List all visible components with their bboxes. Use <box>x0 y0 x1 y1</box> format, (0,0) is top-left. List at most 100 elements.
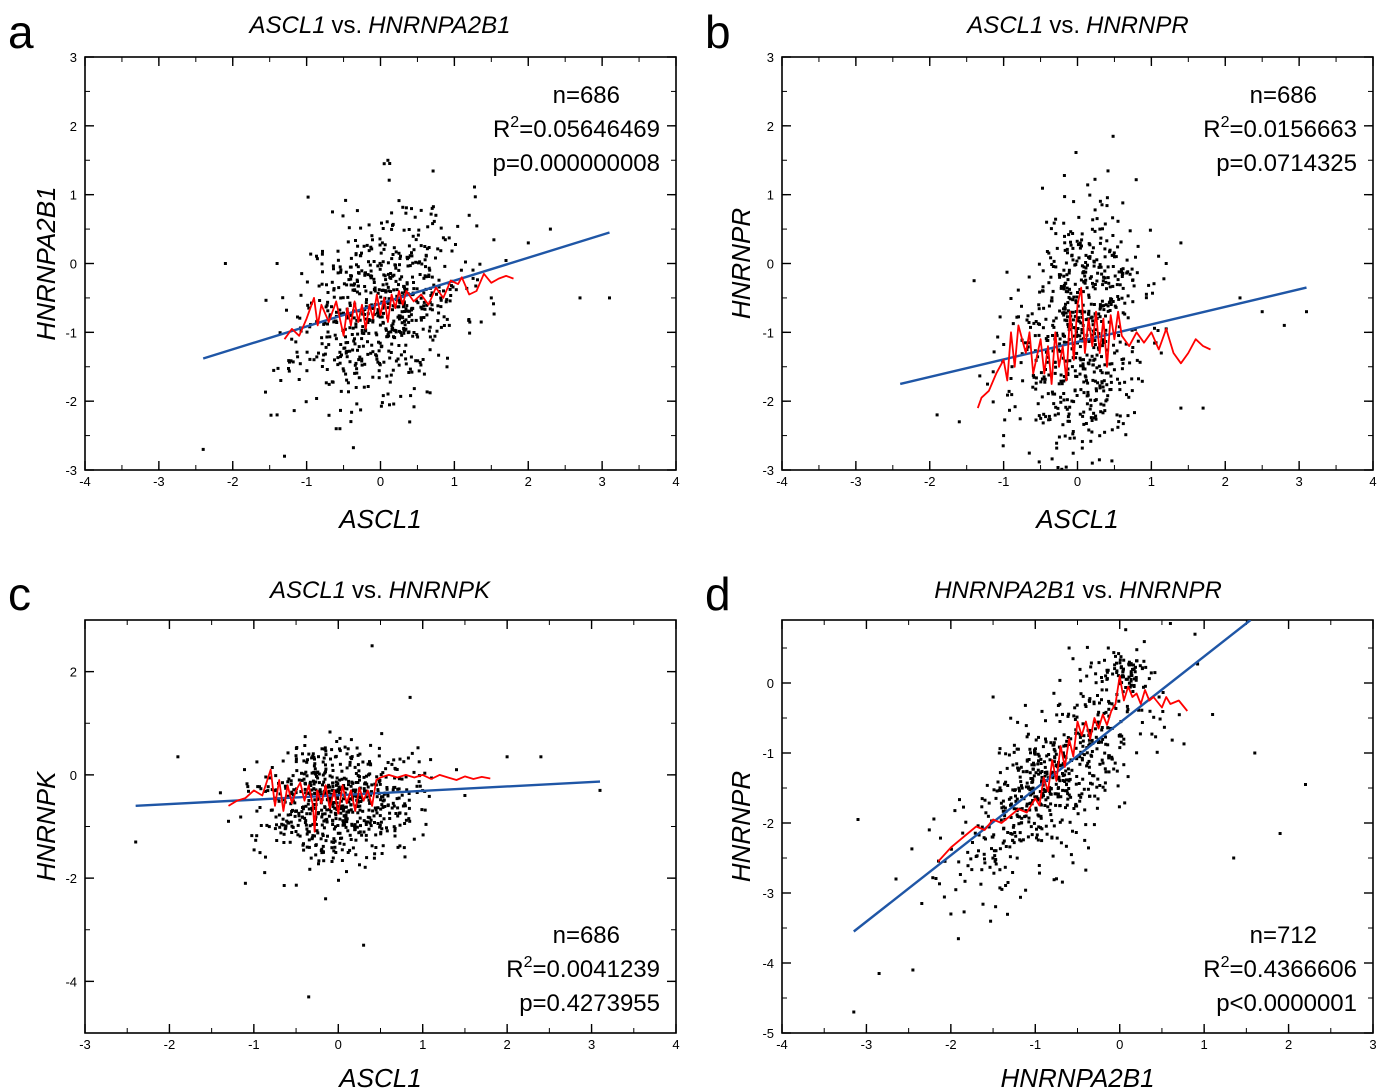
data-point <box>323 812 327 816</box>
data-point <box>377 288 381 292</box>
data-point <box>1078 309 1082 313</box>
data-point <box>492 312 496 316</box>
data-point <box>1036 402 1040 406</box>
chart-title: ASCL1 vs. HNRNPK <box>268 577 491 604</box>
data-point <box>336 795 339 799</box>
data-point <box>281 759 285 763</box>
data-point <box>1103 255 1107 259</box>
data-point <box>337 878 340 882</box>
data-point <box>281 781 284 785</box>
data-point <box>1088 729 1092 732</box>
data-point <box>1088 243 1092 247</box>
data-point <box>1117 297 1121 301</box>
data-point <box>1101 737 1105 741</box>
data-point <box>1020 807 1024 811</box>
title-gene-y: HNRNPR <box>1086 12 1189 39</box>
data-point <box>1067 271 1071 275</box>
data-point <box>1105 196 1109 200</box>
data-point <box>1085 379 1088 383</box>
data-point <box>1070 254 1074 258</box>
title-vs: vs. <box>1049 12 1080 39</box>
stat-p: p=0.0714325 <box>1216 150 1357 177</box>
data-point <box>1114 255 1118 259</box>
data-point <box>268 776 272 780</box>
data-point <box>1007 753 1011 757</box>
data-point <box>1067 419 1071 423</box>
data-point <box>1056 412 1060 416</box>
data-point <box>1073 314 1077 318</box>
data-point <box>377 369 381 373</box>
data-point <box>250 834 254 838</box>
data-point <box>362 943 366 947</box>
data-point <box>407 371 411 374</box>
data-point <box>415 791 419 794</box>
data-point <box>304 804 308 808</box>
data-point <box>373 806 377 810</box>
data-point <box>1110 362 1114 366</box>
data-point <box>305 760 309 764</box>
data-point <box>325 817 329 821</box>
data-point <box>1094 681 1098 685</box>
data-point <box>1084 270 1088 274</box>
data-point <box>1028 808 1032 812</box>
data-point <box>1098 762 1102 766</box>
data-point <box>1089 404 1093 408</box>
data-point <box>326 330 330 334</box>
data-point <box>331 856 335 860</box>
data-point <box>347 390 350 394</box>
data-point <box>468 320 472 324</box>
x-tick-label: -1 <box>998 474 1010 489</box>
data-point <box>1232 856 1236 860</box>
data-point <box>1072 400 1076 404</box>
data-point <box>1096 713 1100 717</box>
data-point <box>1063 318 1067 322</box>
data-point <box>254 838 258 842</box>
data-point <box>290 831 294 834</box>
data-point <box>412 331 416 334</box>
data-point <box>1085 674 1089 678</box>
data-point <box>331 805 335 809</box>
data-point <box>422 276 426 280</box>
data-point <box>331 769 335 772</box>
data-point <box>1047 418 1051 422</box>
data-point <box>1026 314 1030 318</box>
data-point <box>290 337 294 341</box>
data-point <box>1103 751 1107 755</box>
data-point <box>1080 446 1084 450</box>
data-point <box>332 837 336 841</box>
data-point <box>1027 321 1031 324</box>
data-point <box>350 755 354 759</box>
data-point <box>321 844 325 848</box>
title-gene-y: HNRNPR <box>1119 577 1222 604</box>
data-point <box>353 342 357 346</box>
data-point <box>1125 393 1128 397</box>
data-point <box>398 277 402 281</box>
data-point <box>998 747 1002 751</box>
data-point <box>363 789 366 793</box>
data-point <box>287 359 291 363</box>
data-point <box>1085 645 1089 649</box>
data-point <box>1099 410 1103 414</box>
data-point <box>1074 356 1078 360</box>
data-point <box>369 291 373 295</box>
data-point <box>422 372 426 376</box>
data-point <box>1047 281 1051 285</box>
data-point <box>1075 731 1079 735</box>
data-point <box>1069 243 1073 247</box>
data-point <box>1063 241 1067 245</box>
data-point <box>1109 380 1113 384</box>
data-point <box>287 369 291 373</box>
chart-title: HNRNPA2B1 vs. HNRNPR <box>934 577 1222 604</box>
data-point <box>1058 309 1062 313</box>
data-point <box>1059 400 1063 404</box>
data-point <box>372 281 376 284</box>
data-point <box>973 831 977 835</box>
data-point <box>402 284 406 288</box>
data-point <box>1065 803 1069 807</box>
x-tick-label: -4 <box>776 1037 788 1052</box>
data-point <box>339 811 343 815</box>
data-point <box>1106 169 1110 173</box>
data-point <box>402 228 406 232</box>
data-point <box>333 358 336 362</box>
